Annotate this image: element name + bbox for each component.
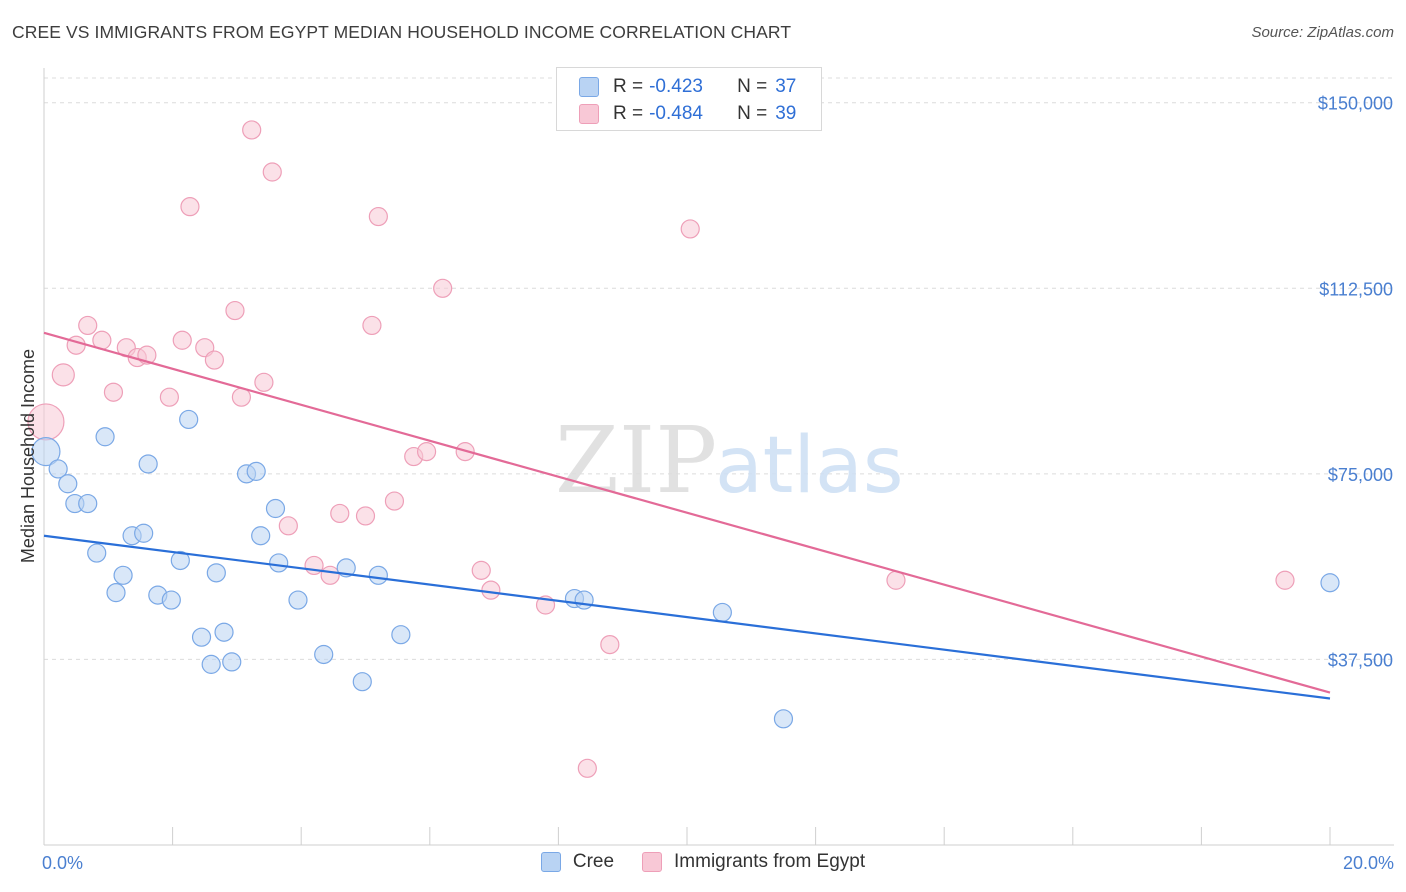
egypt-point — [368, 206, 388, 227]
watermark: ZIP atlas — [555, 407, 904, 514]
grid-lines — [44, 77, 1394, 660]
legend-item-cree[interactable]: Cree — [540, 851, 615, 873]
cree-point — [134, 523, 154, 543]
x-tick-label: 0.0% — [42, 853, 83, 873]
cree-point — [246, 461, 266, 481]
cree-point — [251, 526, 271, 546]
legend-row-egypt: R = -0.484 N = 39 — [579, 102, 796, 126]
egypt-point — [225, 300, 245, 321]
cree-point — [265, 498, 286, 519]
egypt-point — [577, 758, 597, 778]
cree-point — [95, 427, 115, 447]
egypt-point — [481, 580, 501, 600]
egypt-point — [330, 503, 350, 524]
cree-point — [222, 652, 242, 672]
egypt-point — [416, 442, 437, 462]
y-tick-label: $37,500 — [1328, 650, 1393, 670]
y-tick-label: $150,000 — [1318, 94, 1393, 114]
egypt-point — [362, 315, 382, 336]
legend-row-cree: R = -0.423 N = 37 — [579, 75, 796, 99]
watermark-atlas: atlas — [715, 421, 904, 511]
tick-labels: $37,500 $75,000 $112,500 $150,000 0.0% 20.0% — [42, 94, 1394, 873]
cree-point — [352, 672, 372, 692]
cree-point — [78, 493, 98, 514]
egypt-point — [278, 516, 298, 536]
egypt-point — [433, 278, 453, 298]
egypt-point — [103, 382, 124, 402]
source-credit: Source: ZipAtlas.com — [1251, 24, 1394, 41]
egypt-point — [242, 120, 262, 140]
cree-point — [368, 565, 388, 585]
chart-title: CREE VS IMMIGRANTS FROM EGYPT MEDIAN HOU… — [12, 22, 792, 42]
cree-point — [31, 437, 61, 467]
cree-point — [1320, 573, 1340, 593]
egypt-swatch — [579, 104, 599, 124]
n-label: N = — [737, 103, 768, 124]
cree-point — [206, 563, 226, 583]
cree-point — [161, 590, 181, 610]
cree-point — [391, 625, 411, 645]
egypt-points — [27, 120, 1295, 778]
cree-swatch — [579, 77, 599, 97]
r-label: R = — [613, 76, 644, 97]
n-label: N = — [737, 76, 768, 97]
trend-lines — [43, 331, 1331, 700]
r-label: R = — [613, 103, 644, 124]
n-value: 37 — [775, 76, 797, 97]
egypt-point — [600, 634, 620, 655]
egypt-swatch — [642, 852, 663, 872]
r-value: -0.423 — [649, 76, 703, 97]
correlation-legend: R = -0.423 N = 37 R = -0.484 N = 39 — [556, 67, 822, 131]
legend-item-egypt[interactable]: Immigrants from Egypt — [642, 851, 865, 873]
legend-label-cree: Cree — [572, 851, 615, 872]
cree-point — [179, 409, 199, 430]
watermark-zip: ZIP — [555, 407, 717, 514]
cree-point — [314, 644, 334, 665]
cree-point — [106, 583, 126, 603]
cree-point — [288, 590, 308, 610]
cree-point — [87, 543, 107, 563]
egypt-point — [204, 350, 224, 370]
egypt-point — [384, 491, 405, 511]
legend-label-egypt: Immigrants from Egypt — [674, 851, 866, 872]
cree-point — [58, 474, 78, 494]
egypt-trend-line — [43, 331, 1331, 694]
cree-point — [214, 622, 234, 642]
r-value: -0.484 — [649, 103, 703, 124]
cree-point — [113, 565, 133, 585]
cree-point — [773, 709, 794, 729]
egypt-point — [680, 219, 700, 239]
cree-point — [201, 654, 221, 674]
egypt-point — [172, 330, 192, 350]
egypt-point — [78, 315, 98, 336]
egypt-point — [1275, 570, 1295, 590]
cree-point — [269, 553, 289, 573]
egypt-point — [66, 335, 86, 355]
cree-point — [48, 459, 68, 479]
egypt-point — [355, 506, 376, 526]
cree-point — [191, 627, 212, 647]
egypt-point — [254, 372, 274, 392]
egypt-point — [471, 560, 491, 580]
y-tick-label: $75,000 — [1328, 465, 1393, 485]
y-axis-label: Median Household Income — [18, 349, 38, 563]
cree-points — [31, 409, 1340, 729]
egypt-point — [320, 565, 340, 585]
x-tick-label: 20.0% — [1343, 853, 1394, 873]
egypt-point — [51, 363, 75, 387]
cree-point — [712, 602, 732, 623]
cree-point — [574, 590, 594, 610]
n-value: 39 — [775, 103, 797, 124]
cree-swatch — [540, 852, 561, 872]
cree-point — [170, 550, 190, 571]
series-legend: Cree Immigrants from Egypt — [0, 851, 1406, 873]
cree-point — [138, 454, 158, 474]
egypt-point — [159, 387, 179, 407]
egypt-point — [180, 197, 200, 217]
cree-trend-line — [43, 534, 1331, 700]
egypt-point — [262, 162, 282, 182]
y-tick-label: $112,500 — [1319, 279, 1393, 299]
